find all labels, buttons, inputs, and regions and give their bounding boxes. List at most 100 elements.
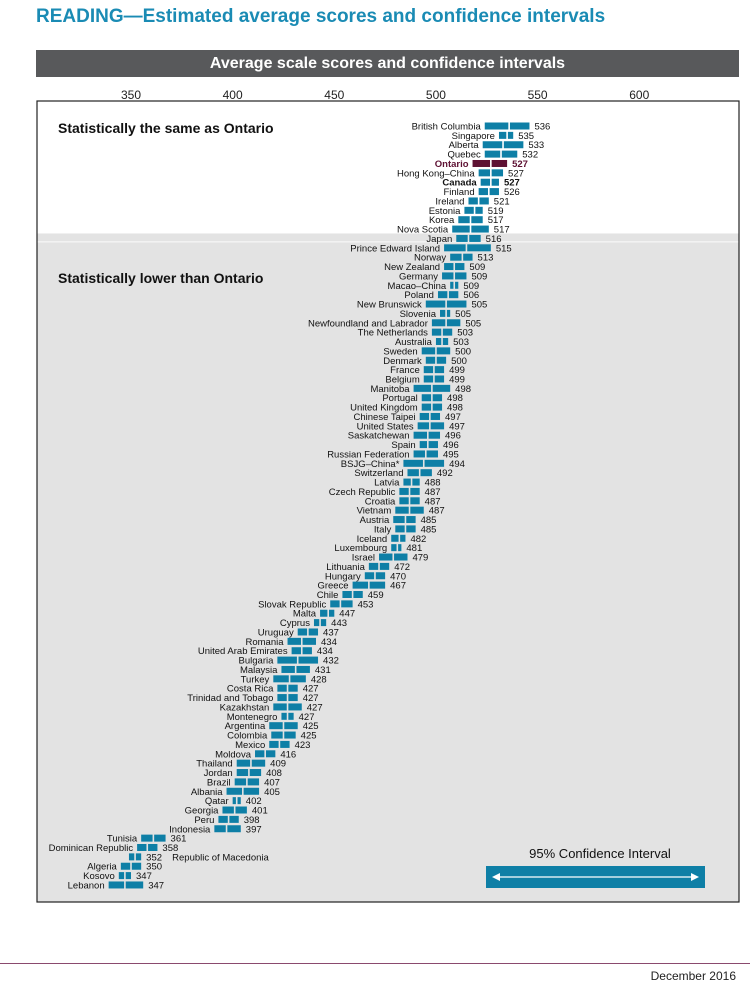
ci-bar-right <box>284 731 296 739</box>
country-label: Korea <box>429 215 455 226</box>
ci-bar-left <box>423 366 434 374</box>
ci-bar-left <box>120 862 131 870</box>
score-label: 517 <box>494 225 510 236</box>
ci-bar-right <box>424 459 445 467</box>
country-label: Argentina <box>225 721 266 732</box>
score-label: 434 <box>321 637 337 648</box>
country-label: Australia <box>395 337 433 348</box>
country-label: Uruguay <box>258 627 294 638</box>
ci-bar-left <box>421 347 436 355</box>
x-tick-label: 500 <box>426 88 446 102</box>
score-label: 519 <box>488 206 504 217</box>
country-label: Chile <box>317 590 339 601</box>
score-label: 437 <box>323 627 339 638</box>
score-label: 434 <box>317 646 333 657</box>
ci-bar-right <box>491 178 499 186</box>
ci-bar-right <box>135 853 142 861</box>
ci-bar-left <box>214 825 226 833</box>
country-label: Manitoba <box>370 384 410 395</box>
country-label: Ireland <box>435 196 464 207</box>
ci-bar-right <box>288 694 298 702</box>
country-label: Cyprus <box>280 618 310 629</box>
score-label: 533 <box>528 140 544 151</box>
ci-bar-right <box>298 656 319 664</box>
score-label: 517 <box>488 215 504 226</box>
score-label: 427 <box>303 693 319 704</box>
country-label: Latvia <box>374 478 400 489</box>
ci-bar-right <box>475 206 483 214</box>
group-label-same: Statistically the same as Ontario <box>58 120 274 136</box>
ci-bar-left <box>468 197 478 205</box>
ci-bar-right <box>394 553 408 561</box>
score-label: 505 <box>455 309 471 320</box>
x-tick-label: 400 <box>223 88 243 102</box>
ci-bar-left <box>450 253 462 261</box>
ci-bar-right <box>434 366 445 374</box>
score-label: 482 <box>410 534 426 545</box>
score-label: 459 <box>368 590 384 601</box>
score-label: 513 <box>478 253 494 264</box>
ci-bar-left <box>437 291 448 299</box>
score-label: 398 <box>244 815 260 826</box>
ci-bar-left <box>330 600 340 608</box>
score-label: 425 <box>301 731 317 742</box>
country-label: Belgium <box>385 374 419 385</box>
reading-scores-chart: 350 400 450 500 550 600 Statistically the same… <box>36 88 740 903</box>
ci-bar-left <box>472 159 491 167</box>
ci-bar-left <box>399 497 409 505</box>
country-label: Chinese Taipei <box>354 412 416 423</box>
country-label: Republic of Macedonia <box>172 852 269 863</box>
score-label: 427 <box>299 712 315 723</box>
score-label: 506 <box>463 290 479 301</box>
ci-bar-left <box>281 665 295 673</box>
ci-bar-left <box>108 881 125 889</box>
legend-label: 95% Confidence Interval <box>529 846 671 861</box>
score-label: 408 <box>266 768 282 779</box>
score-label: 498 <box>447 393 463 404</box>
country-label: Switzerland <box>354 468 403 479</box>
score-label: 453 <box>358 599 374 610</box>
country-label: Saskatchewan <box>348 431 410 442</box>
ci-bar-left <box>222 806 234 814</box>
ci-bar-left <box>425 356 436 364</box>
ci-bar-right <box>432 394 443 402</box>
ci-bar-right <box>251 759 266 767</box>
ci-bar-left <box>458 216 470 224</box>
country-label: Poland <box>404 290 434 301</box>
ci-bar-left <box>456 234 468 242</box>
ci-bar-right <box>308 628 319 636</box>
score-label: 497 <box>445 412 461 423</box>
score-label: 496 <box>443 440 459 451</box>
score-label: 509 <box>463 281 479 292</box>
ci-bar-right <box>446 309 451 317</box>
ci-bar-left <box>413 384 432 392</box>
score-label: 361 <box>171 834 187 845</box>
ci-bar-right <box>154 834 166 842</box>
ci-bar-right <box>302 647 312 655</box>
country-label: BSJG–China* <box>341 459 400 470</box>
ci-bar-left <box>391 534 399 542</box>
score-label: 515 <box>496 243 512 254</box>
country-label: Luxembourg <box>334 543 387 554</box>
country-label: United Kingdom <box>350 403 418 414</box>
score-label: 487 <box>425 496 441 507</box>
x-tick-label: 450 <box>324 88 344 102</box>
score-label: 527 <box>508 168 524 179</box>
ci-bar-right <box>489 188 499 196</box>
x-tick-label: 350 <box>121 88 141 102</box>
legend-arrow-left <box>492 873 500 881</box>
country-label: The Netherlands <box>358 328 428 339</box>
ci-bar-left <box>218 815 228 823</box>
country-label: Hungary <box>325 571 361 582</box>
country-label: France <box>390 365 420 376</box>
ci-bar-left <box>450 281 454 289</box>
ci-bar-left <box>273 675 289 683</box>
ci-bar-right <box>410 497 420 505</box>
score-label: 487 <box>429 506 445 517</box>
country-label: Turkey <box>241 674 270 685</box>
score-label: 500 <box>451 356 467 367</box>
ci-bar-left <box>128 853 135 861</box>
score-label: 535 <box>518 131 534 142</box>
score-label: 352 <box>146 852 162 863</box>
ci-bar-right <box>432 403 443 411</box>
